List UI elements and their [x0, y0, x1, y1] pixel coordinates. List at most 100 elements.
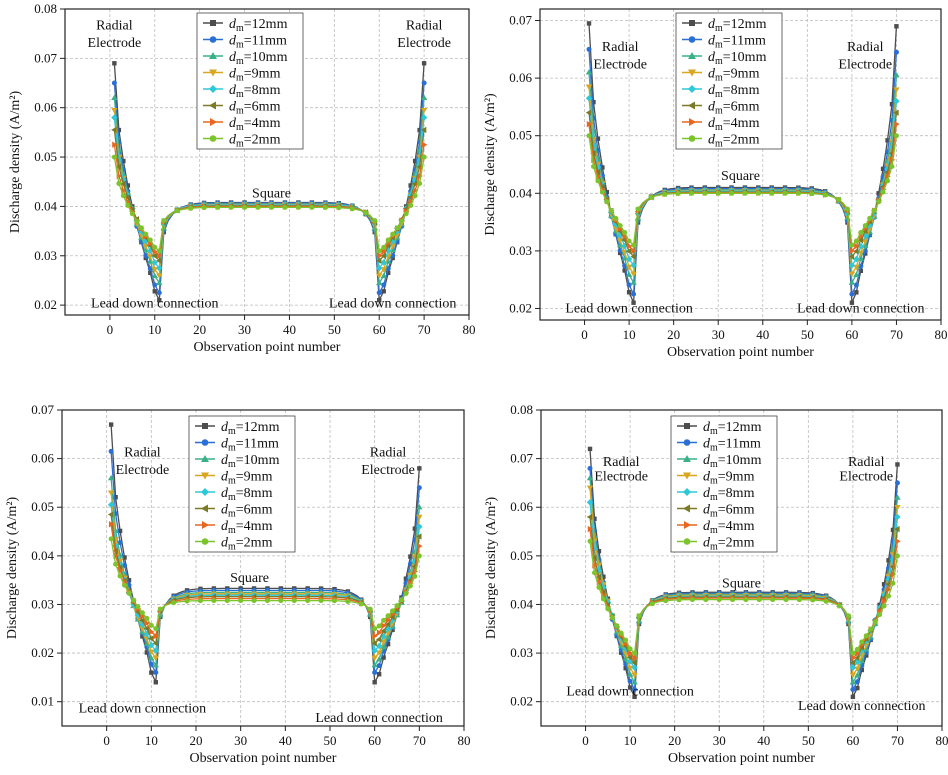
data-point: [144, 650, 150, 655]
x-tick-label: 20: [193, 322, 206, 337]
data-point: [372, 680, 377, 685]
annotation-label: Square: [230, 571, 269, 586]
data-point: [595, 136, 601, 141]
data-point: [390, 231, 396, 237]
data-point: [626, 290, 632, 295]
data-point: [848, 253, 855, 260]
data-point: [152, 647, 159, 654]
x-tick-label: 50: [802, 733, 815, 748]
annotation-label: Radial: [406, 19, 443, 34]
x-tick-label: 50: [328, 322, 341, 337]
data-point: [111, 126, 117, 134]
legend-swatch-marker: [689, 118, 696, 126]
data-point: [156, 248, 162, 254]
data-point: [586, 474, 594, 481]
data-point: [622, 268, 627, 273]
x-axis-label: Observation point number: [668, 751, 815, 766]
data-point: [854, 679, 860, 685]
data-point: [648, 194, 654, 200]
legend-swatch-marker: [688, 135, 696, 142]
data-point: [632, 650, 638, 656]
data-point: [595, 573, 602, 581]
data-point: [867, 215, 873, 221]
data-point: [795, 190, 801, 196]
data-point: [380, 643, 387, 650]
series-dm-2mm: [586, 133, 899, 248]
data-point: [587, 538, 593, 544]
data-point: [591, 570, 597, 576]
data-point: [108, 422, 114, 427]
data-point: [153, 626, 159, 632]
data-point: [849, 300, 855, 305]
x-tick-label: 30: [234, 733, 247, 748]
x-tick-label: 60: [845, 327, 858, 342]
chart-panel-bottom-right: 0 10 20 30 40 50 60 70 80 0.02 0.03 0.04 0.05 0.06 0.0…: [484, 402, 948, 766]
data-point: [376, 629, 383, 636]
data-point: [152, 640, 158, 647]
data-point: [770, 597, 776, 603]
data-point: [591, 99, 596, 105]
data-point: [126, 590, 132, 596]
data-point: [375, 642, 383, 650]
data-point: [586, 499, 594, 506]
data-point: [376, 623, 382, 629]
data-point: [893, 97, 900, 105]
data-point: [889, 164, 895, 170]
data-point: [585, 84, 593, 90]
data-point: [111, 94, 118, 101]
data-point: [849, 679, 857, 685]
data-point: [345, 598, 351, 604]
data-point: [394, 225, 400, 231]
data-point: [120, 176, 127, 183]
data-point: [715, 190, 721, 196]
data-point: [113, 495, 118, 500]
data-point: [120, 180, 126, 188]
legend-box: [675, 12, 783, 150]
data-point: [171, 600, 177, 606]
legend-swatch-marker: [683, 488, 691, 496]
data-point: [586, 485, 594, 491]
data-point: [384, 625, 392, 632]
data-point: [594, 163, 602, 171]
data-point: [594, 168, 601, 176]
y-tick-label: 0.04: [34, 198, 57, 213]
annotation-label: Lead down connection: [565, 302, 693, 317]
x-tick-label: 0: [103, 733, 110, 748]
legend-swatch-marker: [209, 101, 216, 110]
data-point: [858, 268, 863, 273]
data-point: [782, 190, 788, 196]
data-point: [585, 109, 592, 116]
data-point: [585, 95, 593, 102]
legend-entry-label: dm=12mm: [708, 17, 767, 34]
data-point: [596, 584, 602, 590]
data-point: [625, 264, 633, 271]
data-point: [385, 613, 391, 619]
data-point: [890, 570, 897, 578]
data-point: [398, 597, 404, 603]
data-point: [152, 662, 159, 668]
data-point: [386, 270, 391, 276]
data-point: [371, 655, 378, 662]
x-tick-label: 30: [713, 733, 726, 748]
data-point: [412, 526, 418, 531]
data-point: [796, 597, 802, 603]
data-point: [153, 670, 159, 676]
data-point: [876, 191, 881, 196]
data-point: [886, 586, 892, 593]
data-point: [631, 679, 638, 685]
legend-swatch-marker: [689, 20, 695, 26]
annotation-label: Lead down connection: [566, 684, 694, 699]
data-point: [769, 190, 775, 196]
data-point: [120, 193, 126, 199]
data-point: [586, 120, 593, 128]
data-point: [421, 61, 427, 66]
data-point: [111, 154, 117, 160]
data-point: [149, 628, 155, 636]
data-point: [632, 654, 638, 662]
data-point: [626, 238, 632, 244]
series-dm-2mm: [108, 536, 422, 632]
legend-swatch-marker: [201, 439, 209, 446]
data-point: [862, 232, 869, 240]
x-tick-label: 80: [936, 733, 948, 748]
data-point: [618, 630, 624, 636]
